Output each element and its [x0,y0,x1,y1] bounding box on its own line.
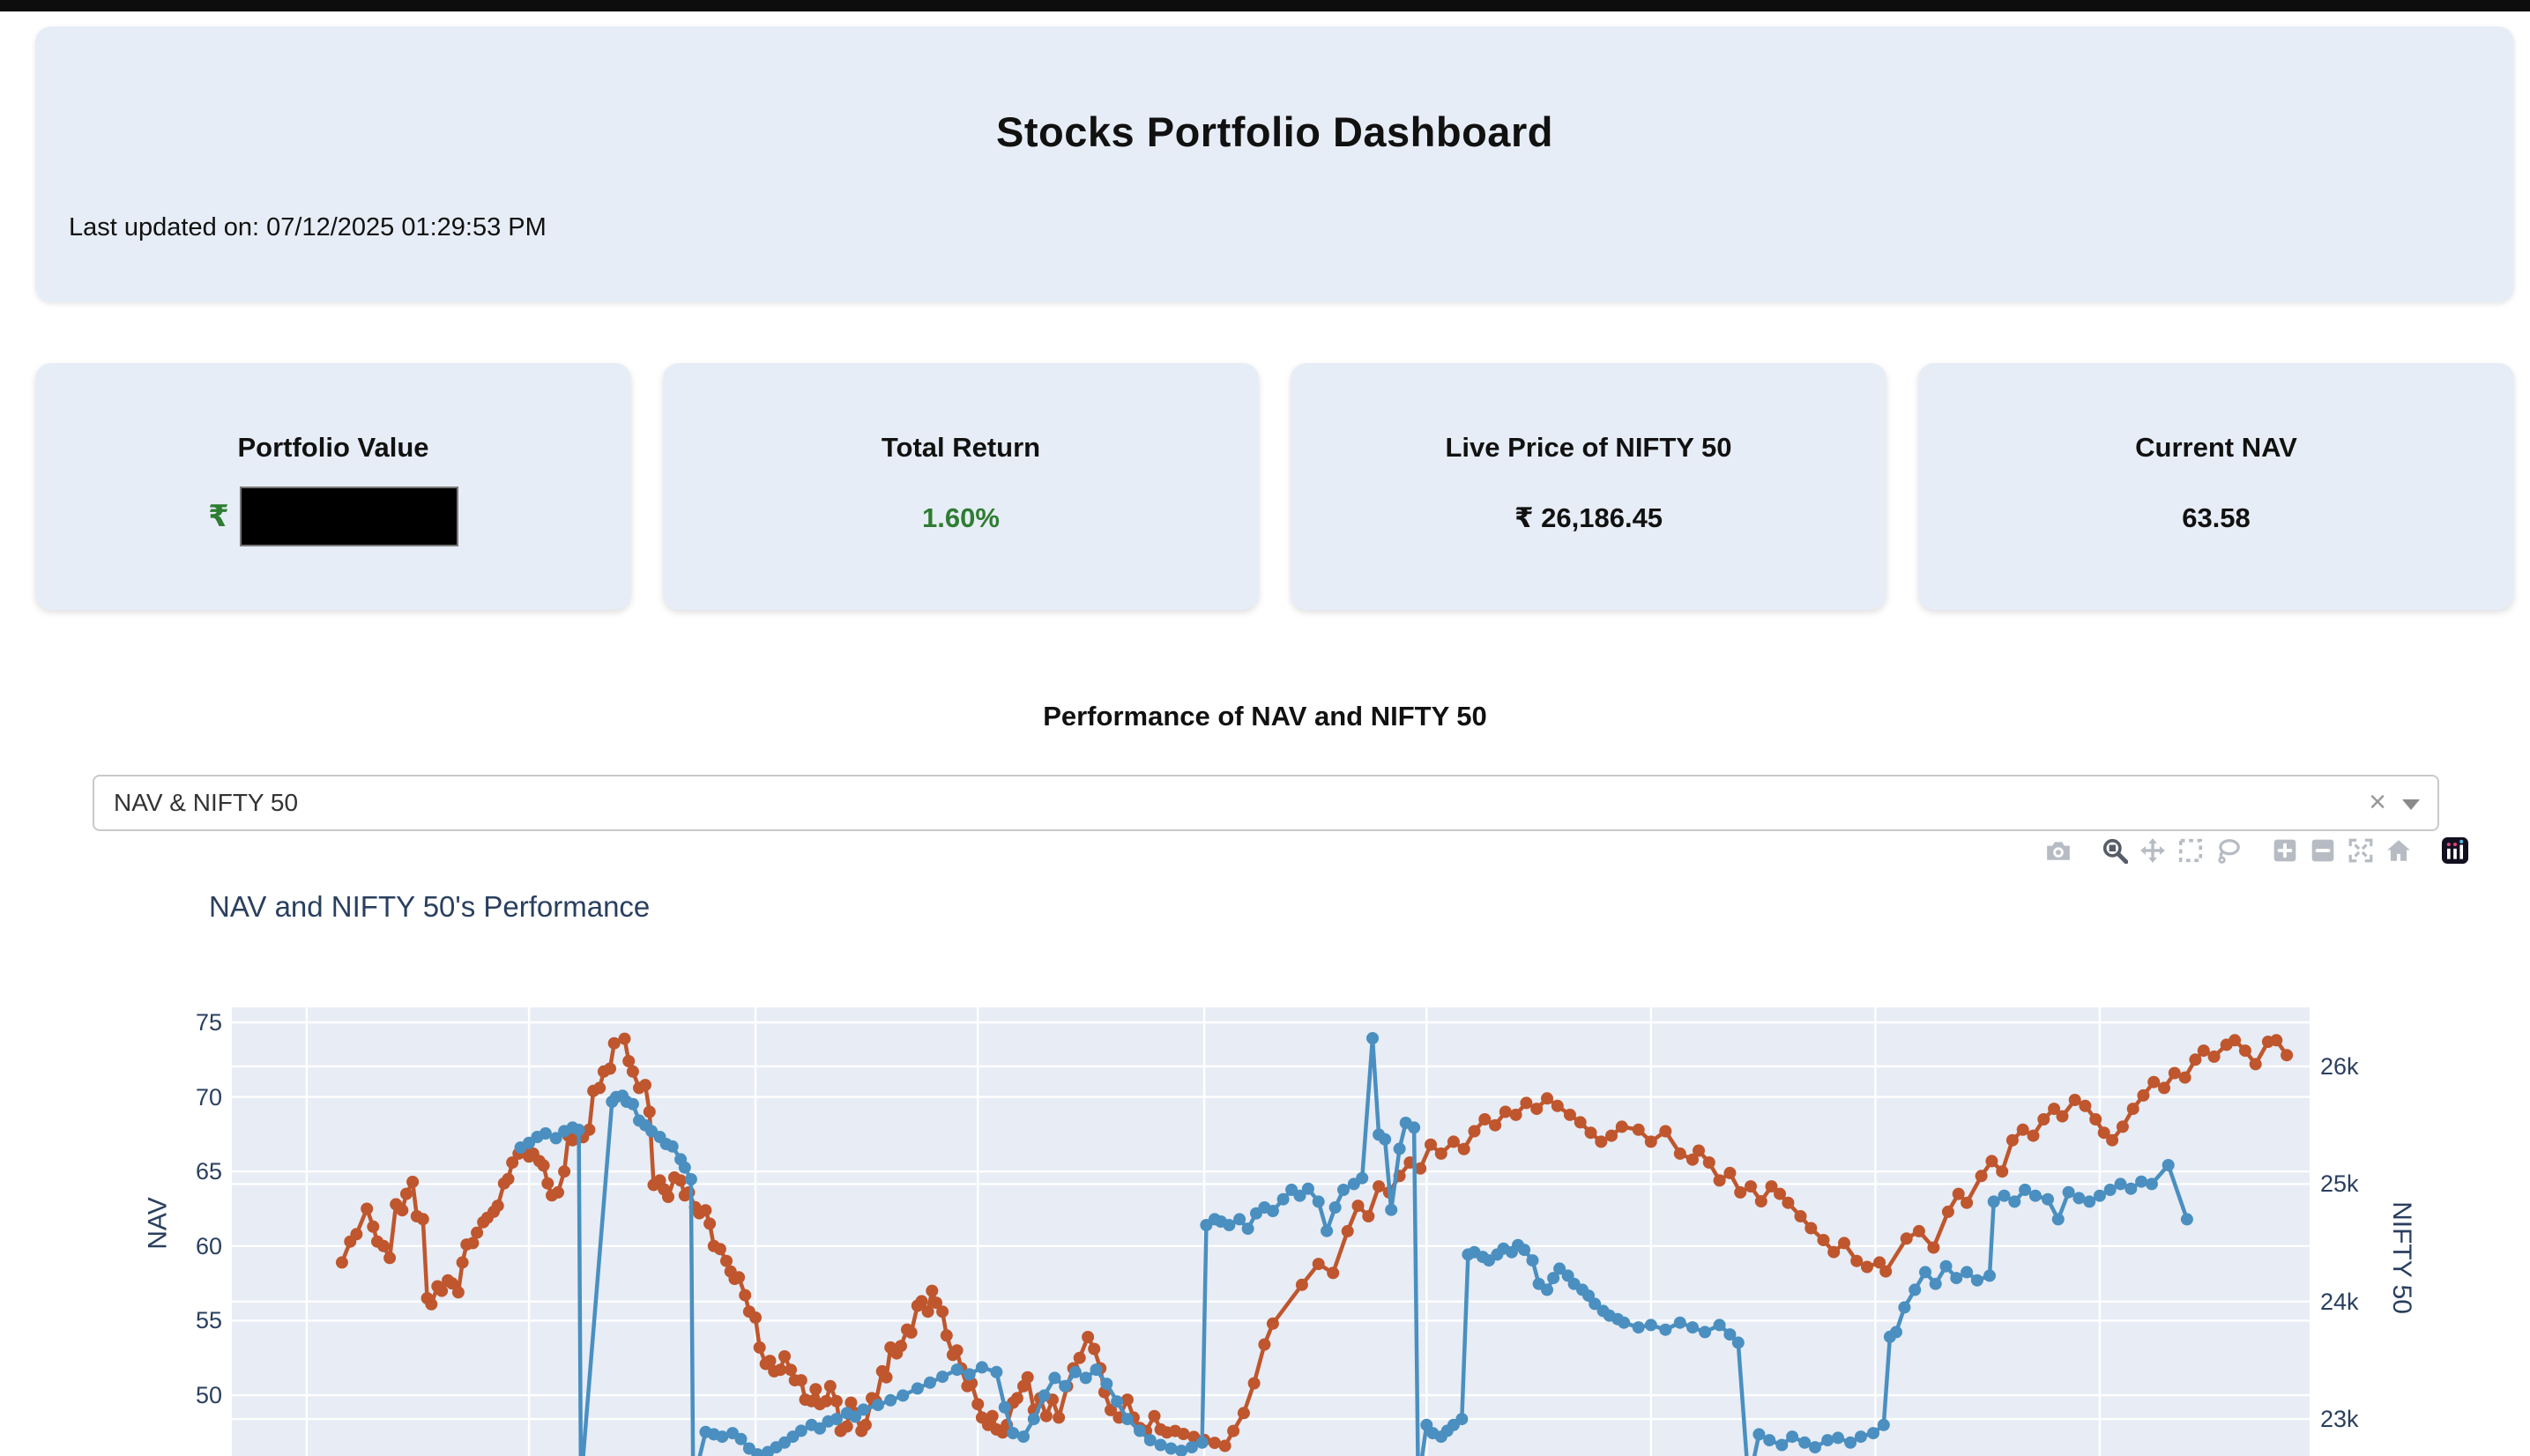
card-value: ₹ [35,487,631,546]
yaxis-left-ticks: 75 70 65 60 55 50 [157,1007,222,1456]
section-title: Performance of NAV and NIFTY 50 [1043,701,1487,732]
yaxis-right-tick: 24k [2320,1288,2359,1315]
yaxis-right-tick: 23k [2320,1406,2359,1433]
chart-title: NAV and NIFTY 50's Performance [209,890,651,923]
zoom-icon[interactable] [2102,837,2129,865]
zoom-in-icon[interactable] [2272,837,2298,864]
card-label: Current NAV [2135,432,2297,463]
lasso-select-icon[interactable] [2215,837,2242,864]
clear-selection-icon[interactable]: × [2369,785,2386,819]
card-label: Live Price of NIFTY 50 [1445,432,1732,463]
yaxis-left-tick: 70 [195,1083,222,1111]
yaxis-right-ticks: 26k 25k 24k 23k [2320,1007,2417,1456]
plotly-logo-icon[interactable] [2442,837,2468,864]
yaxis-left-tick: 75 [195,1009,222,1036]
plot-area[interactable] [232,1007,2310,1456]
card-value: ₹ 26,186.45 [1514,502,1663,533]
autoscale-icon[interactable] [2348,837,2374,864]
last-updated-text: Last updated on: 07/12/2025 01:29:53 PM [69,213,547,241]
yaxis-left-tick: 60 [195,1232,222,1259]
camera-icon[interactable] [2045,837,2072,864]
card-live-price-nifty50: Live Price of NIFTY 50 ₹ 26,186.45 [1291,363,1886,610]
card-label: Total Return [881,432,1041,463]
card-current-nav: Current NAV 63.58 [1918,363,2514,610]
box-select-icon[interactable] [2177,837,2204,864]
rupee-icon: ₹ [208,500,229,533]
yaxis-right-tick: 26k [2320,1053,2359,1080]
yaxis-left-title: NAV [143,1197,173,1250]
card-label: Portfolio Value [237,432,429,463]
header-banner: Stocks Portfolio Dashboard Last updated … [35,26,2514,302]
chart-canvas[interactable] [232,1007,2310,1456]
chevron-down-icon[interactable] [2402,799,2420,810]
pan-icon[interactable] [2139,837,2166,864]
card-total-return: Total Return 1.60% [663,363,1259,610]
redacted-value-box [239,487,458,546]
yaxis-left-tick: 65 [195,1158,222,1185]
series-select-value: NAV & NIFTY 50 [114,789,299,816]
card-value: 63.58 [2182,502,2251,533]
card-portfolio-value: Portfolio Value ₹ [35,363,631,610]
yaxis-left-tick: 55 [195,1307,222,1334]
plotly-modebar [2045,837,2468,865]
yaxis-right-title: NIFTY 50 [2386,1201,2416,1314]
series-select[interactable]: NAV & NIFTY 50 × [93,775,2439,831]
yaxis-right-tick: 25k [2320,1170,2359,1198]
page-title: Stocks Portfolio Dashboard [996,108,1553,155]
top-black-bar [0,0,2530,11]
yaxis-left-tick: 50 [195,1382,222,1408]
card-value: 1.60% [922,502,1000,533]
reset-axes-home-icon[interactable] [2385,837,2412,864]
zoom-out-icon[interactable] [2310,837,2336,864]
